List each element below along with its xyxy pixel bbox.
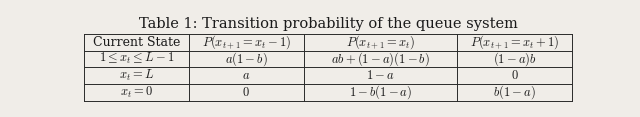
- Text: $1 - b(1 - a)$: $1 - b(1 - a)$: [349, 83, 412, 101]
- Text: $b(1 - a)$: $b(1 - a)$: [493, 83, 536, 101]
- Text: $a(1 - b)$: $a(1 - b)$: [225, 50, 268, 68]
- Text: $ab + (1 - a)(1 - b)$: $ab + (1 - a)(1 - b)$: [331, 50, 430, 68]
- Text: $P(x_{t+1} = x_t - 1)$: $P(x_{t+1} = x_t - 1)$: [202, 33, 291, 51]
- Text: $P(x_{t+1} = x_t + 1)$: $P(x_{t+1} = x_t + 1)$: [470, 33, 559, 51]
- Text: $1 - a$: $1 - a$: [366, 69, 395, 82]
- Text: $x_t = L$: $x_t = L$: [119, 68, 154, 83]
- Text: $(1 - a)b$: $(1 - a)b$: [493, 50, 536, 68]
- Text: Table 1: Transition probability of the queue system: Table 1: Transition probability of the q…: [139, 17, 517, 31]
- Text: $1 \leq x_t \leq L - 1$: $1 \leq x_t \leq L - 1$: [99, 51, 174, 66]
- Text: $P(x_{t+1} = x_t)$: $P(x_{t+1} = x_t)$: [346, 33, 415, 51]
- Text: $a$: $a$: [242, 69, 250, 82]
- Text: $x_t = 0$: $x_t = 0$: [120, 85, 153, 100]
- Text: $0$: $0$: [243, 86, 250, 99]
- Text: Current State: Current State: [93, 36, 180, 49]
- Text: $0$: $0$: [511, 69, 518, 82]
